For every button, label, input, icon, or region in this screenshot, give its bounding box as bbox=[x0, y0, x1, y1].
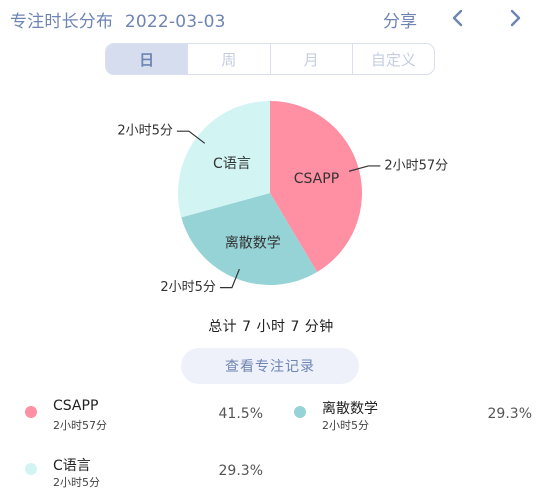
title-text: 专注时长分布 bbox=[10, 12, 113, 32]
pie-value-c-language: 2小时5分 bbox=[117, 124, 173, 139]
legend-percent: 29.3% bbox=[219, 463, 263, 479]
legend-item-csapp: CSAPP 2小时57分 41.5% bbox=[25, 400, 263, 440]
tab-week[interactable]: 周 bbox=[187, 44, 269, 74]
legend-duration: 2小时5分 bbox=[322, 417, 369, 433]
legend-dot bbox=[25, 406, 37, 418]
tab-custom[interactable]: 自定义 bbox=[352, 44, 434, 74]
legend-name: C语言 bbox=[53, 455, 91, 475]
legend-item-c-language: C语言 2小时5分 29.3% bbox=[25, 457, 263, 497]
legend-name: CSAPP bbox=[53, 398, 98, 414]
chevron-left-icon[interactable] bbox=[450, 8, 466, 28]
pie-value-discrete-math: 2小时5分 bbox=[160, 280, 216, 295]
share-button[interactable]: 分享 bbox=[383, 7, 417, 32]
tab-month[interactable]: 月 bbox=[270, 44, 352, 74]
legend-percent: 41.5% bbox=[219, 406, 263, 422]
pie-label-discrete-math: 离散数学 bbox=[225, 235, 281, 252]
legend-dot bbox=[25, 463, 37, 475]
legend-percent: 29.3% bbox=[488, 406, 532, 422]
period-tabs: 日 周 月 自定义 bbox=[105, 43, 435, 75]
view-focus-records-button[interactable]: 查看专注记录 bbox=[181, 348, 359, 384]
legend-duration: 2小时57分 bbox=[53, 417, 107, 433]
total-duration: 总计 7 小时 7 分钟 bbox=[0, 316, 542, 336]
page-title: 专注时长分布 2022-03-03 bbox=[10, 7, 226, 32]
chevron-right-icon[interactable] bbox=[507, 8, 523, 28]
legend-item-discrete-math: 离散数学 2小时5分 29.3% bbox=[294, 400, 532, 440]
legend-dot bbox=[294, 406, 306, 418]
legend-duration: 2小时5分 bbox=[53, 474, 100, 490]
pie-label-csapp: CSAPP bbox=[294, 171, 339, 187]
legend-name: 离散数学 bbox=[322, 398, 378, 418]
header: 专注时长分布 2022-03-03 分享 bbox=[0, 0, 542, 36]
title-date: 2022-03-03 bbox=[125, 12, 226, 32]
pie-label-c-language: C语言 bbox=[213, 156, 251, 172]
pie-value-csapp: 2小时57分 bbox=[384, 158, 448, 173]
tab-day[interactable]: 日 bbox=[106, 44, 187, 74]
